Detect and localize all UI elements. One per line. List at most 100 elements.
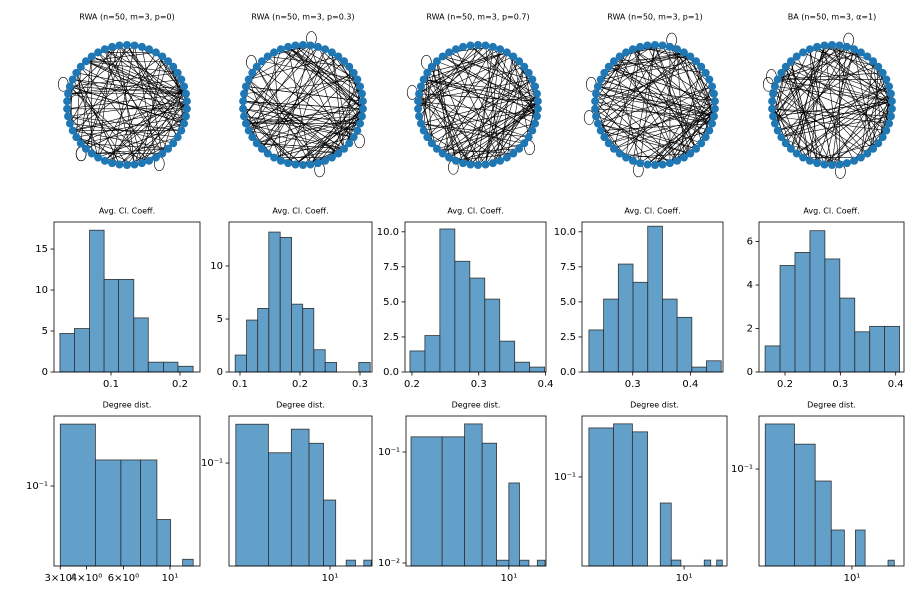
- node: [270, 153, 279, 162]
- edge: [689, 56, 716, 109]
- edge: [243, 108, 354, 138]
- edge: [134, 45, 157, 158]
- node: [710, 104, 719, 113]
- edge: [331, 52, 345, 149]
- node: [856, 48, 865, 57]
- edge: [632, 48, 716, 102]
- edge: [831, 44, 874, 149]
- edge: [76, 72, 99, 158]
- node: [340, 144, 349, 153]
- node: [151, 153, 160, 162]
- edge: [245, 86, 363, 102]
- edge: [423, 52, 507, 80]
- edge: [809, 49, 818, 164]
- edge: [72, 79, 187, 110]
- node: [151, 48, 160, 57]
- bar: [409, 350, 426, 373]
- plot-frame: [53, 415, 201, 567]
- node: [878, 68, 887, 77]
- node: [710, 97, 719, 106]
- edge: [104, 48, 188, 110]
- edge: [243, 100, 363, 110]
- bar: [588, 329, 605, 373]
- node: [481, 160, 490, 169]
- node: [777, 68, 786, 77]
- x-tick-label: 10¹: [844, 573, 861, 584]
- edge: [245, 108, 363, 124]
- edge: [654, 116, 715, 166]
- edge: [608, 115, 715, 144]
- edge: [647, 45, 697, 149]
- node: [87, 149, 96, 158]
- node: [108, 42, 117, 51]
- edge: [625, 52, 685, 158]
- bar: [814, 480, 832, 567]
- edge: [772, 44, 833, 117]
- bar: [163, 361, 179, 373]
- edge: [781, 72, 892, 102]
- node: [773, 75, 782, 84]
- node: [673, 45, 682, 54]
- node: [244, 126, 253, 135]
- edge: [76, 72, 186, 95]
- node: [327, 48, 336, 57]
- node: [357, 112, 366, 121]
- edge: [595, 66, 702, 102]
- edge: [816, 46, 893, 102]
- edge: [423, 79, 537, 95]
- node: [686, 149, 695, 158]
- bar: [830, 529, 845, 567]
- node: [130, 160, 139, 169]
- edge: [608, 52, 684, 68]
- y-tick-label: 7.5: [560, 262, 576, 273]
- chart-title: RWA (n=50, m=3, p=0.7): [426, 13, 529, 22]
- edge: [295, 45, 345, 149]
- edge: [248, 56, 339, 80]
- node: [842, 159, 851, 168]
- edge: [774, 86, 892, 102]
- node: [164, 144, 173, 153]
- edge: [80, 123, 185, 144]
- bar: [764, 345, 781, 373]
- edge: [119, 116, 187, 165]
- node: [451, 156, 460, 165]
- edge: [69, 123, 178, 138]
- node: [813, 42, 822, 51]
- node: [886, 89, 895, 98]
- edge: [442, 148, 520, 154]
- y-tick-label: 10.0: [554, 227, 576, 238]
- edge: [248, 45, 311, 80]
- bar: [824, 258, 841, 373]
- edge: [477, 101, 539, 166]
- node: [334, 52, 343, 61]
- y-tick-label: 4: [747, 280, 753, 291]
- bar: [182, 558, 194, 567]
- node: [532, 89, 541, 98]
- node: [257, 57, 266, 66]
- bar: [246, 319, 259, 373]
- edge: [85, 60, 187, 102]
- edge: [69, 56, 163, 124]
- node: [604, 62, 613, 71]
- edge: [317, 46, 361, 87]
- node: [169, 62, 178, 71]
- y-tick-label: 10⁻¹: [731, 464, 753, 475]
- node: [270, 48, 279, 57]
- node: [820, 160, 829, 169]
- node: [593, 82, 602, 91]
- edge: [455, 153, 514, 162]
- node: [665, 42, 674, 51]
- node: [805, 156, 814, 165]
- node: [284, 42, 293, 51]
- edge: [80, 66, 185, 124]
- edge: [853, 101, 893, 161]
- edge: [781, 115, 891, 138]
- edge: [104, 136, 178, 162]
- chart-title: Degree dist.: [103, 401, 152, 410]
- edge: [418, 48, 501, 95]
- bar: [588, 427, 614, 567]
- node: [786, 144, 795, 153]
- y-tick-label: 10⁻²: [378, 558, 400, 569]
- edge: [417, 100, 520, 150]
- edge: [781, 136, 840, 165]
